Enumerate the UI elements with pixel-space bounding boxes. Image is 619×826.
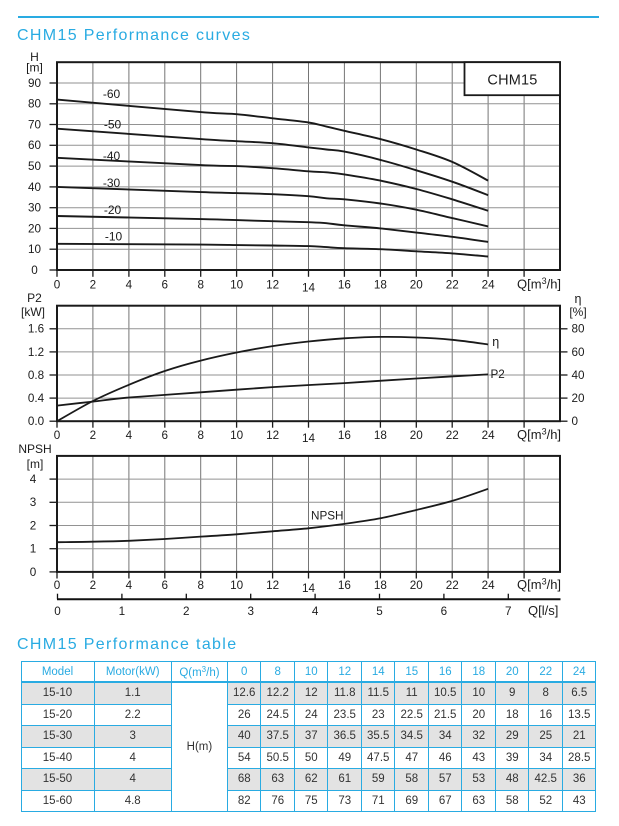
svg-text:0: 0 <box>54 279 61 292</box>
svg-text:10: 10 <box>28 243 42 256</box>
svg-text:22: 22 <box>446 429 459 442</box>
svg-text:70: 70 <box>28 118 42 131</box>
svg-text:-40: -40 <box>103 149 121 163</box>
svg-text:14: 14 <box>302 282 316 295</box>
svg-text:Q[l/s]: Q[l/s] <box>528 603 558 618</box>
svg-text:6: 6 <box>162 579 169 592</box>
svg-text:12: 12 <box>266 579 279 592</box>
svg-text:2: 2 <box>30 519 37 532</box>
svg-text:7: 7 <box>505 605 512 618</box>
svg-text:8: 8 <box>197 279 204 292</box>
svg-text:20: 20 <box>410 429 424 442</box>
svg-text:50: 50 <box>28 160 42 173</box>
svg-text:P2: P2 <box>491 368 505 381</box>
svg-text:18: 18 <box>374 579 387 592</box>
svg-text:60: 60 <box>572 346 586 359</box>
svg-text:4: 4 <box>126 429 133 442</box>
svg-text:30: 30 <box>28 202 42 215</box>
svg-text:40: 40 <box>28 181 42 194</box>
svg-text:10: 10 <box>230 279 244 292</box>
svg-text:4: 4 <box>126 579 133 592</box>
svg-text:80: 80 <box>572 323 586 336</box>
svg-text:1: 1 <box>30 543 37 556</box>
svg-text:η: η <box>575 292 582 306</box>
svg-text:0: 0 <box>54 429 61 442</box>
svg-text:Q[m3/h]: Q[m3/h] <box>517 577 561 593</box>
svg-text:14: 14 <box>302 432 316 445</box>
svg-text:NPSH: NPSH <box>311 510 343 523</box>
svg-text:60: 60 <box>28 139 42 152</box>
svg-text:0.4: 0.4 <box>28 392 45 405</box>
svg-text:0: 0 <box>30 566 37 579</box>
svg-text:NPSH: NPSH <box>18 442 51 456</box>
svg-text:-60: -60 <box>103 87 121 101</box>
svg-text:P2: P2 <box>27 291 42 305</box>
svg-text:0: 0 <box>572 415 579 428</box>
svg-text:6: 6 <box>441 605 448 618</box>
svg-text:12: 12 <box>266 429 279 442</box>
svg-text:0: 0 <box>31 264 38 277</box>
svg-text:14: 14 <box>302 582 316 595</box>
svg-text:-30: -30 <box>103 176 121 190</box>
svg-text:18: 18 <box>374 429 387 442</box>
svg-text:5: 5 <box>376 605 383 618</box>
svg-text:8: 8 <box>197 429 204 442</box>
svg-text:0: 0 <box>54 605 61 618</box>
svg-text:80: 80 <box>28 98 42 111</box>
svg-text:40: 40 <box>572 369 586 382</box>
svg-text:24: 24 <box>482 579 496 592</box>
svg-text:20: 20 <box>410 279 424 292</box>
svg-text:[m]: [m] <box>27 457 44 471</box>
svg-text:Q[m3/h]: Q[m3/h] <box>517 276 561 292</box>
svg-text:22: 22 <box>446 279 459 292</box>
svg-text:H: H <box>30 50 39 64</box>
svg-text:18: 18 <box>374 279 387 292</box>
svg-text:1.2: 1.2 <box>28 346 44 359</box>
svg-text:-20: -20 <box>104 203 122 217</box>
svg-text:2: 2 <box>90 429 97 442</box>
svg-text:90: 90 <box>28 77 42 90</box>
svg-text:η: η <box>492 335 499 349</box>
svg-text:CHM15: CHM15 <box>487 72 537 88</box>
svg-text:Q[m3/h]: Q[m3/h] <box>517 426 561 442</box>
svg-text:2: 2 <box>90 279 97 292</box>
svg-text:2: 2 <box>183 605 190 618</box>
svg-text:1.6: 1.6 <box>28 323 44 336</box>
svg-text:10: 10 <box>230 429 244 442</box>
svg-text:[m]: [m] <box>26 61 43 75</box>
svg-text:8: 8 <box>197 579 204 592</box>
svg-text:0.0: 0.0 <box>28 415 45 428</box>
svg-text:6: 6 <box>162 429 169 442</box>
svg-text:20: 20 <box>572 392 586 405</box>
svg-text:-50: -50 <box>104 118 122 132</box>
svg-text:4: 4 <box>126 279 133 292</box>
svg-text:[kW]: [kW] <box>21 305 45 319</box>
svg-text:3: 3 <box>247 605 254 618</box>
svg-text:4: 4 <box>30 473 37 486</box>
svg-text:20: 20 <box>28 222 42 235</box>
svg-text:12: 12 <box>266 279 279 292</box>
svg-text:4: 4 <box>312 605 319 618</box>
svg-text:0: 0 <box>54 579 61 592</box>
svg-text:[%]: [%] <box>569 305 586 319</box>
svg-text:6: 6 <box>162 279 169 292</box>
svg-text:1: 1 <box>119 605 126 618</box>
svg-text:10: 10 <box>230 579 244 592</box>
svg-text:16: 16 <box>338 279 351 292</box>
svg-text:16: 16 <box>338 429 351 442</box>
svg-text:-10: -10 <box>105 229 123 243</box>
svg-text:2: 2 <box>90 579 97 592</box>
svg-text:24: 24 <box>482 279 496 292</box>
svg-text:20: 20 <box>410 579 424 592</box>
svg-text:24: 24 <box>482 429 496 442</box>
svg-text:16: 16 <box>338 579 351 592</box>
svg-text:0.8: 0.8 <box>28 369 44 382</box>
svg-text:3: 3 <box>30 496 37 509</box>
svg-text:22: 22 <box>446 579 459 592</box>
